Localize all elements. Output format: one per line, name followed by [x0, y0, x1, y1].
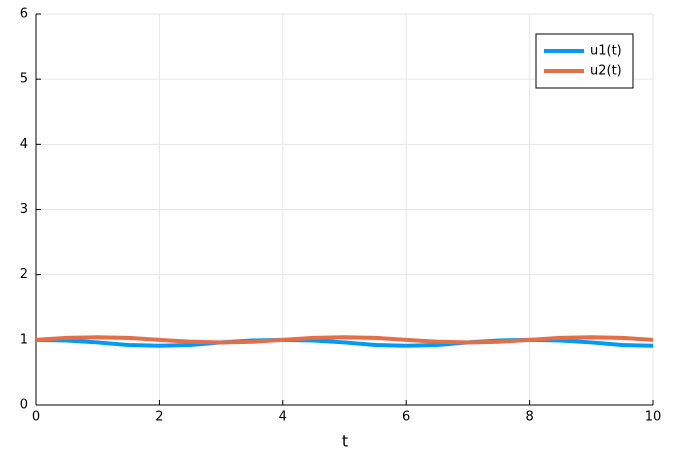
y-tick-label: 3: [20, 202, 28, 217]
legend-box: [535, 33, 634, 89]
x-tick-label: 6: [402, 410, 410, 425]
line-series: [35, 337, 654, 348]
y-tick-label: 1: [20, 332, 28, 347]
y-tick-label: 2: [20, 267, 28, 282]
x-tick-label: 2: [155, 410, 163, 425]
x-tick-label: 0: [32, 410, 40, 425]
y-tick-label: 4: [20, 137, 28, 152]
x-tick-label: 8: [525, 410, 533, 425]
y-tick-label: 0: [20, 398, 28, 413]
legend-label: u2(t): [590, 64, 622, 79]
y-tick-label: 5: [20, 72, 28, 87]
x-tick-label: 10: [645, 410, 662, 425]
legend-label: u1(t): [590, 44, 622, 59]
y-tick-label: 6: [20, 7, 28, 22]
x-axis-label: t: [342, 432, 348, 451]
line-series: [35, 335, 654, 345]
x-tick-label: 4: [279, 410, 287, 425]
